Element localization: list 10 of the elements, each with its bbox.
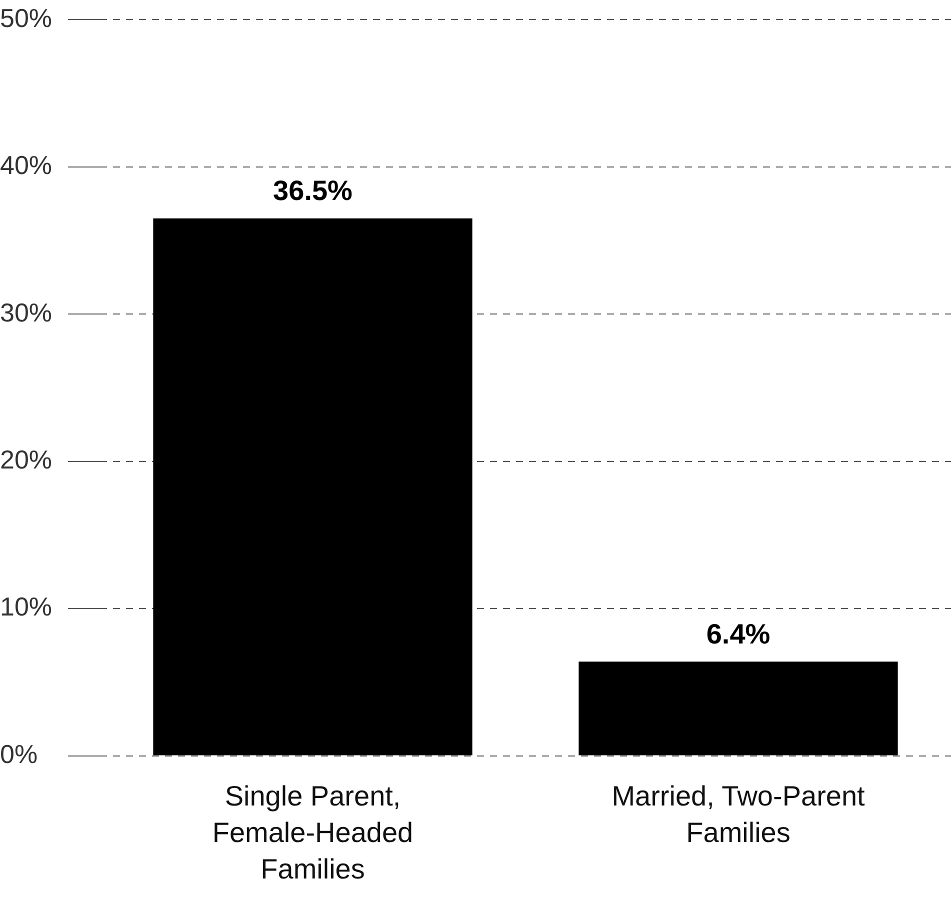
data-label: 6.4% [706,618,770,650]
y-tick-label: 30% [0,297,52,328]
y-tick-label: 40% [0,150,52,180]
x-tick-label: Single Parent, Female-Headed Families [212,780,414,885]
y-tick-label: 0% [0,738,38,769]
y-tick-label: 20% [0,444,52,474]
data-label: 36.5% [273,175,353,206]
y-tick-label: 10% [0,592,52,622]
x-tick-label: Married, Two-Parent Families [612,780,866,848]
y-tick-label: 50% [0,2,52,33]
